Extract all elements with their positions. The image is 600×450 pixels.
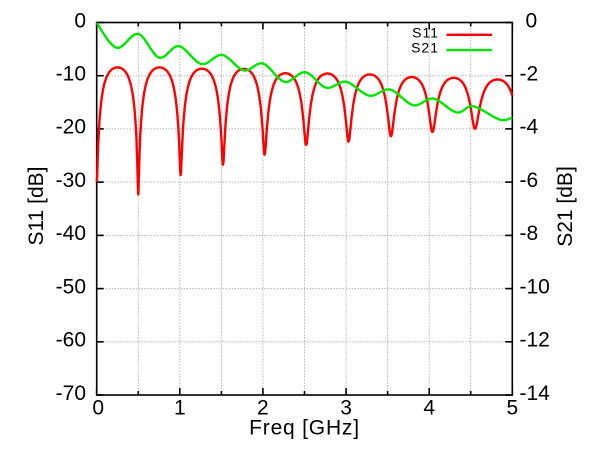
svg-text:-50: -50 [56, 275, 86, 298]
svg-text:0: 0 [92, 396, 104, 419]
svg-text:-10: -10 [520, 275, 550, 298]
svg-text:S21: S21 [411, 39, 439, 55]
svg-text:-20: -20 [56, 116, 86, 139]
svg-text:S21 [dB]: S21 [dB] [554, 166, 577, 247]
svg-text:0: 0 [74, 9, 86, 32]
svg-text:-10: -10 [56, 63, 86, 86]
svg-text:-2: -2 [520, 63, 539, 86]
svg-text:5: 5 [506, 396, 518, 419]
svg-text:2: 2 [257, 396, 269, 419]
svg-text:-30: -30 [56, 169, 86, 192]
svg-text:-40: -40 [56, 222, 86, 245]
svg-text:-70: -70 [56, 382, 86, 405]
svg-text:-14: -14 [520, 382, 551, 405]
svg-text:Freq [GHz]: Freq [GHz] [249, 416, 360, 439]
svg-text:-4: -4 [520, 116, 539, 139]
svg-text:-8: -8 [520, 222, 539, 245]
svg-text:-6: -6 [520, 169, 539, 192]
svg-text:-60: -60 [56, 329, 86, 352]
svg-text:S11 [dB]: S11 [dB] [25, 167, 48, 246]
svg-text:1: 1 [174, 396, 186, 419]
svg-text:-12: -12 [520, 329, 550, 352]
svg-text:4: 4 [423, 396, 435, 419]
svg-text:S11: S11 [412, 24, 439, 40]
svg-text:0: 0 [526, 9, 538, 32]
svg-text:3: 3 [340, 396, 352, 419]
